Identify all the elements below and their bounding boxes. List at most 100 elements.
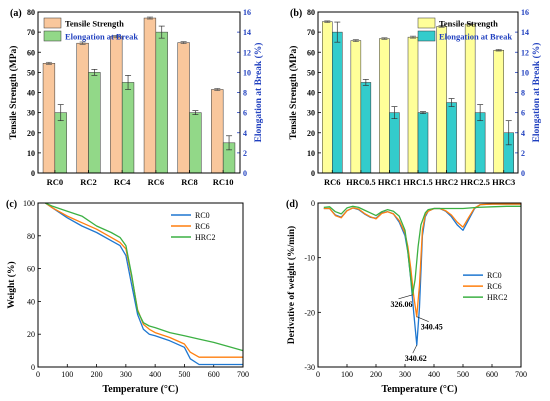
bar [360,82,372,174]
y-tick-label: 0 [31,363,35,372]
x-tick-label: HRC1.5 [403,177,433,187]
x-tick-label: 700 [237,370,249,379]
y-tick-label: -10 [304,254,315,263]
bar [446,102,457,174]
legend-label: Tensile Strength [65,19,124,29]
legend-swatch [43,17,62,29]
bar [88,72,101,174]
y-tick-label: 20 [27,129,35,138]
panel-label: (c) [6,199,17,210]
x-tick-label: 100 [61,370,73,379]
bar [177,42,190,174]
y-axis-title: Weight (%) [6,261,17,308]
bar [54,112,67,174]
y2-tick-label: 10 [243,68,251,77]
x-tick-label: 500 [457,370,469,379]
y-tick-label: 10 [27,149,35,158]
y-tick-label: 60 [307,48,315,57]
y-axis-title: Derivative of weight (%/min) [286,226,297,344]
legend-label: Elongation at Break [65,32,138,42]
annotation-label: 340.45 [421,323,443,332]
x-tick-label: RC2 [80,177,97,187]
x-tick-label: HRC2.5 [460,177,490,187]
series-line [44,202,243,358]
x-tick-label: 600 [208,370,220,379]
x-tick-label: RC6 [324,177,341,187]
x-tick-label: 200 [91,370,103,379]
legend-swatch [43,30,62,42]
y2-axis-title: Elongation at Break (%) [531,43,542,143]
y2-tick-label: 2 [243,149,247,158]
plot-frame [317,11,519,174]
y2-tick-label: 6 [243,109,247,118]
legend-swatch [417,17,436,29]
y-tick-label: 70 [27,28,35,37]
y2-tick-label: 12 [243,48,251,57]
x-tick-label: HRC2 [435,177,458,187]
y-tick-label: 0 [311,169,315,178]
x-tick-label: 500 [178,370,190,379]
y2-tick-label: 0 [243,169,247,178]
y2-tick-label: 2 [521,149,525,158]
y2-tick-label: 6 [521,109,525,118]
y-tick-label: -30 [304,363,315,372]
bar [350,40,362,174]
y2-tick-label: 0 [521,169,525,178]
y-tick-label: 40 [307,89,315,98]
y-tick-label: 20 [27,330,35,339]
x-tick-label: 200 [370,370,382,379]
y2-tick-label: 4 [521,129,525,138]
annotation-leader [398,294,413,300]
annotation-leader [412,344,418,354]
y-tick-label: 0 [311,199,315,208]
y-axis-title: Tensile Strength (MPa) [288,46,299,140]
y-tick-label: 30 [27,109,35,118]
bar [322,21,333,174]
y2-tick-label: 14 [243,28,251,37]
bar [436,26,447,174]
legend-label: RC0 [195,211,210,220]
y2-tick-label: 4 [243,129,247,138]
x-tick-label: HRC0.5 [346,177,376,187]
bar [143,17,157,174]
bar [332,31,343,174]
x-tick-label: 0 [316,370,320,379]
y-tick-label: 100 [23,199,35,208]
x-axis-title: Temperature (°C) [382,384,458,395]
bar [474,112,486,174]
x-tick-label: 400 [149,370,161,379]
series-line [323,203,521,318]
bar [464,23,476,174]
y2-tick-label: 10 [521,68,529,77]
chart-panel-1: (b) 0 10 20 30 40 50 60 70 80 0 2 4 6 8 10 12 14 16 RC6 HRC0… [288,8,542,187]
plot-frame [37,202,244,368]
legend-label: RC0 [487,271,502,280]
legend-label: HRC2 [195,233,215,242]
y-tick-label: 50 [27,68,35,77]
x-tick-label: 400 [428,370,440,379]
y-tick-label: 50 [307,68,315,77]
y-tick-label: 60 [27,265,35,274]
x-tick-label: 0 [36,370,40,379]
x-tick-label: 700 [515,370,527,379]
bar [121,82,135,174]
x-tick-label: 300 [399,370,411,379]
y-tick-label: 80 [27,232,35,241]
chart-panel-2: (c) 0 100 200 300 400 500 600 700 0 20 40 60 80 100 Tem… [6,199,249,395]
y2-tick-label: 12 [521,48,529,57]
y-tick-label: 40 [27,297,35,306]
legend-label: RC6 [487,282,502,291]
y2-tick-label: 16 [521,8,529,17]
y2-tick-label: 16 [243,8,251,17]
x-tick-label: 300 [120,370,132,379]
y-tick-label: 40 [27,89,35,98]
x-tick-label: RC8 [181,177,198,187]
y-tick-label: 0 [31,169,35,178]
chart-panel-3: (d) 0 100 200 300 400 500 600 700 -30 -20 -10 0 326.0… [286,199,527,395]
annotation-label: 340.62 [405,354,427,363]
series-line [44,202,243,366]
y2-tick-label: 14 [521,28,529,37]
plot-frame [37,11,241,174]
y-tick-label: 80 [27,8,35,17]
